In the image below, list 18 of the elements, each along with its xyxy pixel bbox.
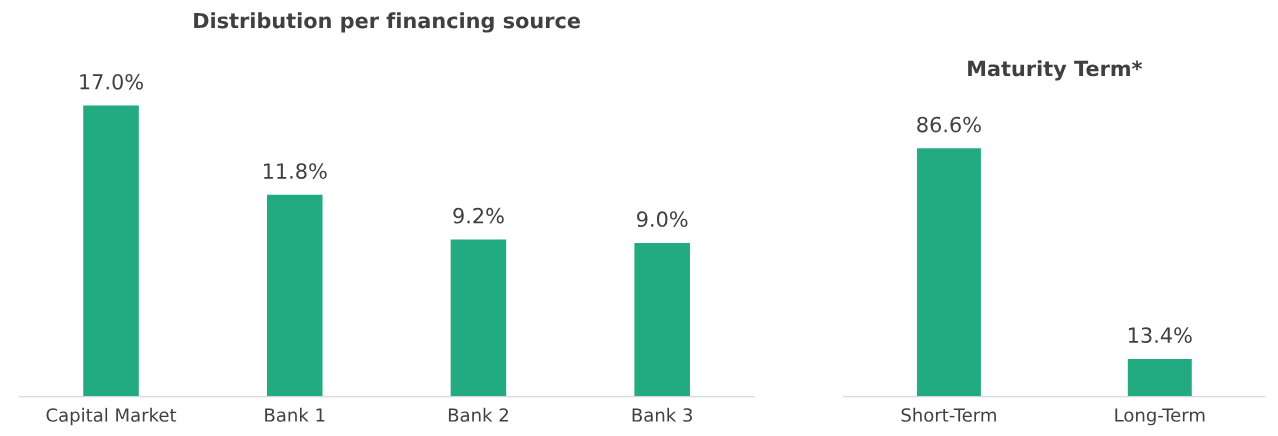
data-label: 9.2%	[453, 207, 504, 224]
data-label: 11.8%	[263, 163, 327, 179]
x-tick-label: Bank 3	[632, 407, 693, 422]
x-tick-label: Capital Market	[46, 407, 177, 426]
data-label: 13.4%	[1128, 327, 1192, 344]
bar	[265, 193, 324, 397]
x-tick-label: Bank 2	[448, 407, 508, 422]
data-label: 9.0%	[637, 211, 688, 228]
x-tick-label: Bank 1	[265, 407, 325, 422]
data-label: 86.6%	[917, 116, 981, 133]
bar	[632, 241, 692, 397]
chart-title: Distribution per financing source	[194, 12, 580, 33]
chart-title: Maturity Term*	[968, 60, 1143, 81]
x-tick-label: Short-Term	[901, 407, 996, 422]
data-label: 17.0%	[80, 73, 143, 90]
x-tick-label: Long-Term	[1115, 408, 1205, 426]
bar	[81, 104, 141, 397]
bar	[449, 238, 508, 397]
